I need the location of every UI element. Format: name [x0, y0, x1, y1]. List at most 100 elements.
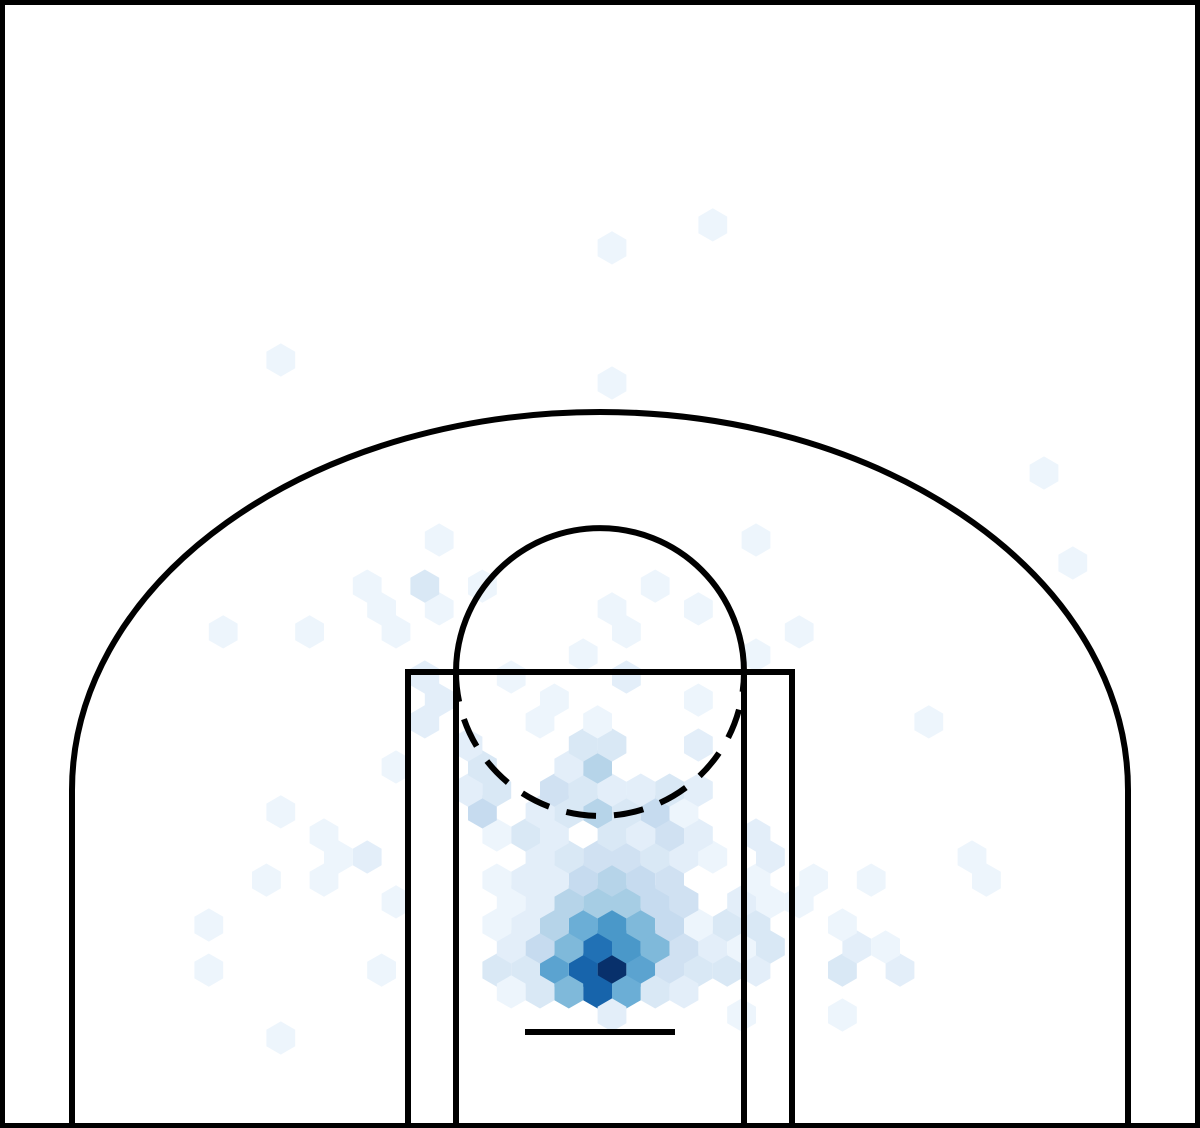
hex-bin: [568, 773, 598, 807]
hex-bin: [669, 840, 699, 874]
hex-bin: [698, 930, 728, 964]
hex-bin: [684, 592, 713, 626]
hex-bin: [540, 908, 569, 942]
hex-bin: [741, 523, 771, 557]
hex-bin: [612, 975, 641, 1009]
hex-bin: [741, 818, 771, 852]
hex-bin: [266, 1021, 296, 1055]
hex-bin: [669, 930, 699, 964]
hex-bin: [741, 908, 771, 942]
hex-bin: [482, 953, 512, 987]
hex-bin: [799, 863, 828, 897]
hex-bin: [583, 975, 612, 1009]
hex-bin: [367, 592, 396, 626]
hex-bin: [640, 840, 670, 874]
hex-bin: [684, 683, 713, 717]
hex-bin: [324, 840, 353, 874]
hex-bin: [756, 885, 785, 919]
hex-bin: [511, 818, 540, 852]
hex-bin: [626, 953, 656, 987]
hex-bin: [194, 953, 224, 987]
hex-bin: [655, 908, 684, 942]
hex-bin: [410, 705, 440, 739]
hex-bin: [842, 930, 872, 964]
hex-bin: [525, 975, 555, 1009]
hex-bin: [597, 818, 627, 852]
hex-bin: [482, 908, 512, 942]
hex-bin: [1058, 546, 1088, 580]
hex-bin: [698, 840, 728, 874]
hex-bin: [496, 975, 526, 1009]
hex-bin: [828, 998, 857, 1032]
hex-bin: [640, 569, 670, 603]
hex-bin: [554, 975, 584, 1009]
hex-bin: [784, 615, 814, 649]
hex-bin: [568, 728, 598, 762]
hex-bin: [352, 840, 382, 874]
hex-bin: [194, 908, 224, 942]
hex-bin: [583, 930, 612, 964]
hex-bin: [295, 615, 324, 649]
hex-bin: [669, 885, 699, 919]
hex-bin: [525, 840, 555, 874]
hex-bin: [655, 818, 684, 852]
hex-bin: [424, 523, 454, 557]
hex-bin: [482, 863, 512, 897]
free-throw-circle-bottom: [453, 671, 747, 819]
three-point-line: [69, 409, 1131, 1128]
hex-bin: [381, 885, 411, 919]
hex-bin: [828, 953, 857, 987]
hex-bin: [540, 773, 569, 807]
hex-bin: [885, 953, 915, 987]
hex-bin: [309, 818, 339, 852]
hex-bin: [597, 863, 627, 897]
hex-bin: [597, 592, 627, 626]
hex-bin: [367, 953, 396, 987]
hex-bin: [698, 208, 728, 242]
hex-bin: [568, 638, 598, 672]
hex-bin: [871, 930, 900, 964]
hex-bin: [741, 863, 771, 897]
hex-bin: [583, 750, 612, 784]
hex-bin: [597, 773, 627, 807]
hex-bin: [640, 885, 670, 919]
hex-bin: [482, 818, 512, 852]
hex-bin: [612, 615, 641, 649]
hex-bin: [410, 660, 440, 694]
hex-bin: [597, 908, 627, 942]
hex-bin: [568, 863, 598, 897]
hex-bin: [511, 863, 540, 897]
hex-bin: [626, 773, 656, 807]
hex-bin: [597, 728, 627, 762]
hex-bin: [669, 975, 699, 1009]
hex-bin: [453, 773, 483, 807]
hex-bin: [309, 863, 339, 897]
hex-bin: [554, 885, 584, 919]
hex-bin: [756, 930, 785, 964]
hex-bin: [583, 705, 612, 739]
hex-bin: [453, 728, 483, 762]
hex-bin: [568, 953, 598, 987]
hex-bin: [684, 818, 713, 852]
hex-bin: [756, 840, 785, 874]
hex-bin: [496, 660, 526, 694]
hex-bin: [612, 840, 641, 874]
hex-bin: [612, 885, 641, 919]
hex-bin: [540, 863, 569, 897]
hex-bin: [712, 908, 742, 942]
hex-bin: [626, 863, 656, 897]
hex-bin: [540, 683, 569, 717]
hex-bin: [626, 908, 656, 942]
hex-bin: [914, 705, 944, 739]
free-throw-circle-top: [453, 525, 747, 673]
hex-bin: [511, 953, 540, 987]
hex-bin: [957, 840, 987, 874]
hex-bin: [554, 840, 584, 874]
hex-bin: [468, 795, 497, 829]
hex-bin: [410, 569, 440, 603]
hex-bin: [525, 885, 555, 919]
hex-bin: [554, 930, 584, 964]
hex-bin: [597, 366, 627, 400]
hex-bin: [626, 818, 656, 852]
